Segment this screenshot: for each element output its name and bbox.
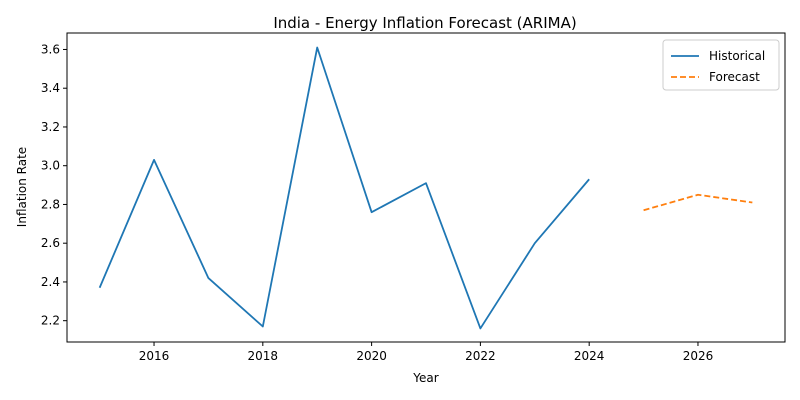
y-tick-label: 3.6 [41, 42, 60, 56]
y-tick-label: 2.8 [41, 197, 60, 211]
y-tick-label: 3.2 [41, 120, 60, 134]
x-tick-label: 2024 [574, 349, 605, 363]
y-tick-label: 2.6 [41, 236, 60, 250]
x-tick-label: 2026 [683, 349, 714, 363]
y-tick-label: 2.2 [41, 314, 60, 328]
x-tick-label: 2016 [139, 349, 170, 363]
x-tick-label: 2018 [248, 349, 279, 363]
plot-area [66, 32, 786, 343]
y-tick-label: 3.0 [41, 159, 60, 173]
legend-label-forecast: Forecast [709, 70, 760, 84]
x-tick-label: 2020 [356, 349, 387, 363]
series-layer [98, 46, 753, 330]
series-line-forecast [643, 193, 753, 212]
y-tick-label: 2.4 [41, 275, 60, 289]
legend-label-historical: Historical [709, 49, 765, 63]
y-axis-label: Inflation Rate [15, 147, 29, 227]
x-axis: 2016 2018 2020 2022 2024 2026 [139, 342, 713, 363]
y-axis: 2.2 2.4 2.6 2.8 3.0 3.2 3.4 3.6 [41, 42, 67, 328]
series-line-historical [98, 46, 590, 330]
x-tick-label: 2022 [465, 349, 496, 363]
y-tick-label: 3.4 [41, 81, 60, 95]
plot-frame [66, 32, 786, 343]
chart-title: India - Energy Inflation Forecast (ARIMA… [273, 14, 576, 32]
x-axis-label: Year [412, 371, 438, 385]
legend: Historical Forecast [662, 39, 780, 91]
